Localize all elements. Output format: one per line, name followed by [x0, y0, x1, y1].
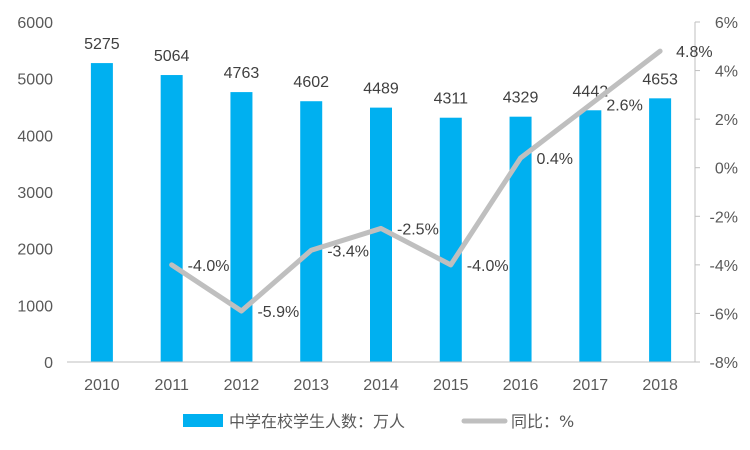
- bar-data-label: 4329: [503, 90, 539, 107]
- legend-swatch-bar: [183, 414, 223, 427]
- bar-2011: [160, 75, 183, 362]
- y-right-tick-label: 0%: [715, 161, 738, 178]
- y-left-tick-label: 0: [44, 355, 53, 372]
- line-yoy: [169, 48, 663, 314]
- y-left-tick-label: 4000: [17, 128, 53, 145]
- bar-data-label: 4311: [434, 91, 469, 108]
- line-data-label: -4.0%: [467, 258, 509, 275]
- x-tick-label: 2013: [293, 377, 329, 394]
- y-right-tick-label: 4%: [715, 64, 738, 81]
- y-right-tick-label: -6%: [710, 306, 738, 323]
- bar-2016: [509, 116, 532, 362]
- bar-2014: [370, 107, 392, 362]
- line-data-label: -2.5%: [397, 221, 439, 238]
- bar-2010: [90, 63, 113, 362]
- y-left-tick-label: 3000: [17, 185, 53, 202]
- y-left-tick-label: 1000: [17, 298, 53, 315]
- x-tick-label: 2010: [84, 377, 120, 394]
- y-right-tick-label: -2%: [710, 209, 738, 226]
- bar-2018: [649, 98, 672, 362]
- y-left-tick-label: 5000: [17, 72, 53, 89]
- line-data-label: -5.9%: [257, 304, 299, 321]
- bar-data-label: 4489: [363, 81, 399, 98]
- x-tick-label: 2015: [433, 377, 469, 394]
- line-data-label: -3.4%: [327, 243, 369, 260]
- y-right-tick-label: 6%: [715, 15, 738, 32]
- bar-2013: [300, 101, 323, 362]
- plot-area: 0 1000 2000 3000 4000 5000 6000 -8% -6% -4% -2% 0% 2…: [17, 15, 738, 394]
- bar-data-label: 4602: [293, 74, 329, 91]
- x-tick-label: 2011: [154, 377, 189, 394]
- line-data-label: -4.0%: [188, 258, 230, 275]
- y-right-tick-label: -4%: [710, 258, 738, 275]
- bar-data-label: 5275: [84, 36, 120, 53]
- legend-label-line: 同比：%: [511, 412, 574, 431]
- line-data-label: 4.8%: [676, 44, 712, 61]
- x-tick-label: 2012: [224, 377, 260, 394]
- bar-2012: [230, 92, 253, 362]
- bar-data-label: 4653: [642, 71, 678, 88]
- y-right-tick-label: -8%: [710, 355, 738, 372]
- bar-2015: [439, 117, 462, 363]
- x-tick-label: 2018: [642, 377, 678, 394]
- bar-data-label: 5064: [154, 48, 190, 65]
- x-tick-label: 2017: [573, 377, 609, 394]
- y-right-tick-label: 2%: [715, 112, 738, 129]
- x-tick-label: 2014: [363, 377, 399, 394]
- legend-label-bar: 中学在校学生人数：万人: [229, 412, 405, 431]
- x-tick-label: 2016: [503, 377, 539, 394]
- bar-data-label: 4763: [224, 65, 260, 82]
- line-data-label: 0.4%: [537, 151, 573, 168]
- line-data-label: 2.6%: [606, 98, 642, 115]
- y-left-tick-label: 2000: [17, 242, 53, 259]
- legend: 中学在校学生人数：万人 同比：%: [183, 412, 574, 431]
- y-left-tick-label: 6000: [17, 15, 53, 32]
- bar-2017: [579, 110, 602, 362]
